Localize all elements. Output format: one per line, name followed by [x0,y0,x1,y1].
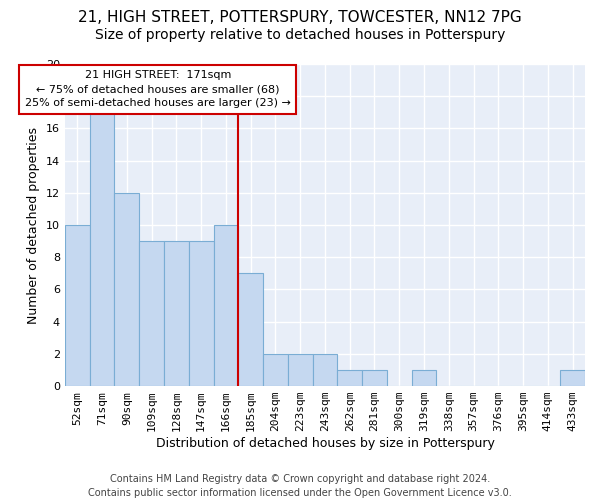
Y-axis label: Number of detached properties: Number of detached properties [28,126,40,324]
Text: 21 HIGH STREET:  171sqm
← 75% of detached houses are smaller (68)
25% of semi-de: 21 HIGH STREET: 171sqm ← 75% of detached… [25,70,291,108]
Bar [139,241,164,386]
Bar [214,225,238,386]
Text: Size of property relative to detached houses in Potterspury: Size of property relative to detached ho… [95,28,505,42]
Bar [164,241,189,386]
Text: 21, HIGH STREET, POTTERSPURY, TOWCESTER, NN12 7PG: 21, HIGH STREET, POTTERSPURY, TOWCESTER,… [78,10,522,25]
Bar [263,354,288,386]
Bar [313,354,337,386]
Bar [412,370,436,386]
Bar [65,225,89,386]
Text: Contains HM Land Registry data © Crown copyright and database right 2024.
Contai: Contains HM Land Registry data © Crown c… [88,474,512,498]
Bar [115,193,139,386]
Bar [89,112,115,386]
Bar [288,354,313,386]
Bar [189,241,214,386]
X-axis label: Distribution of detached houses by size in Potterspury: Distribution of detached houses by size … [155,437,494,450]
Bar [560,370,585,386]
Bar [337,370,362,386]
Bar [362,370,387,386]
Bar [238,274,263,386]
